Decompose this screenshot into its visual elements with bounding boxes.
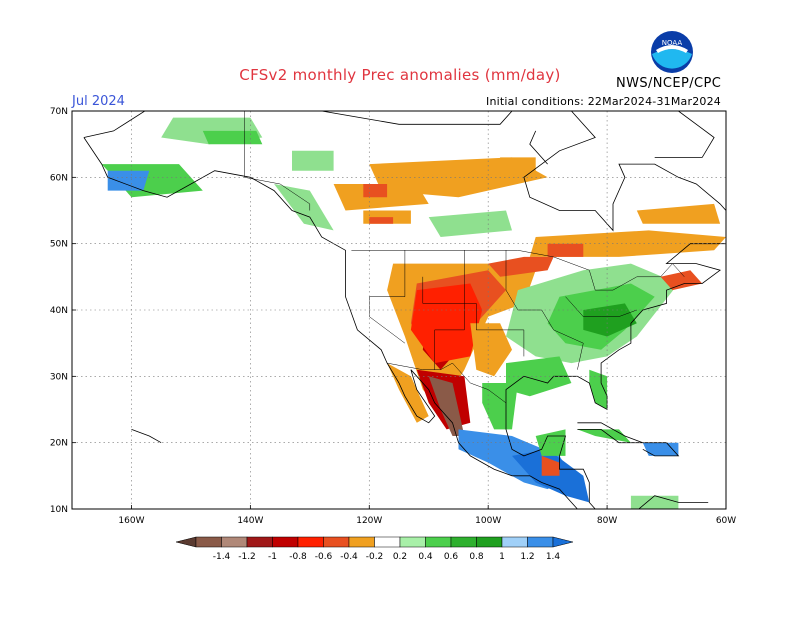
- colorbar-label: 1: [499, 552, 505, 562]
- anomaly-alaska-sw-wet: [107, 170, 150, 191]
- colorbar-box: [246, 536, 273, 548]
- anomaly-quebec-dry: [636, 203, 721, 224]
- anomaly-nw-canada-dry2: [333, 184, 429, 211]
- anomaly-texas-coast-wet: [482, 383, 518, 430]
- anomaly-hispaniola-wet: [642, 442, 679, 456]
- anomaly-mexico-very-dry: [428, 376, 465, 436]
- anomaly-central-am-dry: [541, 455, 560, 476]
- lon-label: 140W: [237, 516, 263, 526]
- colorbar-box: [374, 536, 401, 548]
- colorbar-box: [501, 536, 528, 548]
- colorbar-box: [450, 536, 477, 548]
- lat-label: 20N: [50, 439, 68, 449]
- colorbar-label: 0.6: [444, 552, 459, 562]
- colorbar-box: [399, 536, 426, 548]
- colorbar-label: 1.4: [546, 552, 561, 562]
- lon-label: 160W: [118, 516, 144, 526]
- coastline-segment: [638, 495, 709, 509]
- border-segment: [505, 250, 584, 370]
- colorbar-label: -0.6: [315, 552, 333, 562]
- anomaly-prairie-wet: [428, 210, 512, 237]
- lat-label: 40N: [50, 306, 68, 316]
- latitude-labels: 70N 60N 50N 40N 30N 20N 10N: [50, 107, 76, 515]
- colorbar-box: [425, 536, 452, 548]
- anomaly-yukon-wet: [292, 150, 334, 171]
- initial-conditions: Initial conditions: 22Mar2024-31Mar2024: [486, 95, 721, 108]
- colorbar-box: [195, 536, 222, 548]
- anomaly-cuba-wet: [577, 429, 631, 443]
- colorbar-box: [323, 536, 350, 548]
- coastline-segment: [529, 130, 548, 165]
- colorbar-label: 0.2: [393, 552, 407, 562]
- lat-label: 60N: [50, 173, 68, 183]
- longitude-labels: 160W 140W 120W 100W 80W 60W: [118, 505, 736, 526]
- colorbar-label: -1.2: [238, 552, 256, 562]
- anomaly-layer: [101, 117, 726, 509]
- anomaly-florida-wet: [589, 369, 608, 410]
- colorbar-box: [272, 536, 299, 548]
- lon-label: 100W: [475, 516, 501, 526]
- colorbar-high-arrow: [552, 536, 574, 548]
- anomaly-bc-wet: [274, 184, 334, 231]
- lon-label: 120W: [356, 516, 382, 526]
- anomaly-appalachian-wet: [583, 303, 637, 337]
- coastline-segment: [654, 111, 715, 158]
- anomaly-ontario-dry-core: [547, 243, 584, 257]
- colorbar-box: [221, 536, 248, 548]
- lat-label: 70N: [50, 107, 68, 117]
- anomaly-hudson-west-dry: [500, 157, 536, 178]
- colorbar-label: 0.4: [418, 552, 433, 562]
- colorbar-label: -1.4: [213, 552, 231, 562]
- lon-label: 60W: [716, 516, 736, 526]
- anomaly-great-lakes-dry: [488, 256, 554, 277]
- noaa-logo-text: NOAA: [662, 39, 683, 47]
- colorbar-label: -0.2: [366, 552, 384, 562]
- anomaly-alaska-central-wet: [202, 130, 263, 145]
- lat-label: 30N: [50, 372, 68, 382]
- colorbar-label: 0.8: [469, 552, 484, 562]
- border-segment: [387, 362, 507, 404]
- colorbar-label: -1: [268, 552, 277, 562]
- anomaly-venezuela-wet: [630, 495, 679, 509]
- lat-label: 50N: [50, 240, 68, 250]
- border-segment: [422, 276, 525, 357]
- forecast-month: Jul 2024: [72, 94, 125, 109]
- border-segment: [351, 250, 685, 291]
- coastline-segment: [83, 137, 578, 509]
- anomaly-baja-dry: [387, 363, 429, 423]
- coastline-segment: [131, 429, 162, 444]
- anomaly-nwt-dry-core: [363, 184, 388, 198]
- border-segment: [244, 111, 311, 211]
- anomaly-gulf-wet: [506, 356, 572, 397]
- border-segment: [434, 250, 465, 370]
- lon-label: 80W: [597, 516, 617, 526]
- colorbar-low-arrow: [175, 536, 197, 548]
- anomaly-central-am-wet: [512, 449, 590, 503]
- coastline-segment: [83, 111, 726, 509]
- colorbar-label: 1.2: [520, 552, 534, 562]
- lat-label: 10N: [50, 505, 68, 515]
- colorbar-label: -0.4: [340, 552, 358, 562]
- anomaly-new-england-dry: [660, 270, 703, 291]
- map-title: CFSv2 monthly Prec anomalies (mm/day): [239, 66, 561, 84]
- agency-label: NWS/NCEP/CPC: [616, 76, 722, 91]
- colorbar-label: -0.8: [289, 552, 307, 562]
- graticule: [72, 111, 726, 509]
- anomaly-sask-dry-core: [369, 217, 394, 224]
- colorbar-box: [476, 536, 503, 548]
- colorbar-box: [527, 536, 554, 548]
- colorbar: -1.4 -1.2 -1 -0.8 -0.6 -0.4 -0.2 0.2 0.4 0.6 0.8 1 1…: [175, 536, 574, 562]
- colorbar-box: [348, 536, 375, 548]
- anomaly-texas-dry: [470, 323, 512, 377]
- colorbar-box: [297, 536, 324, 548]
- coastline-segment: [642, 442, 680, 457]
- noaa-logo: NOAA: [651, 31, 693, 73]
